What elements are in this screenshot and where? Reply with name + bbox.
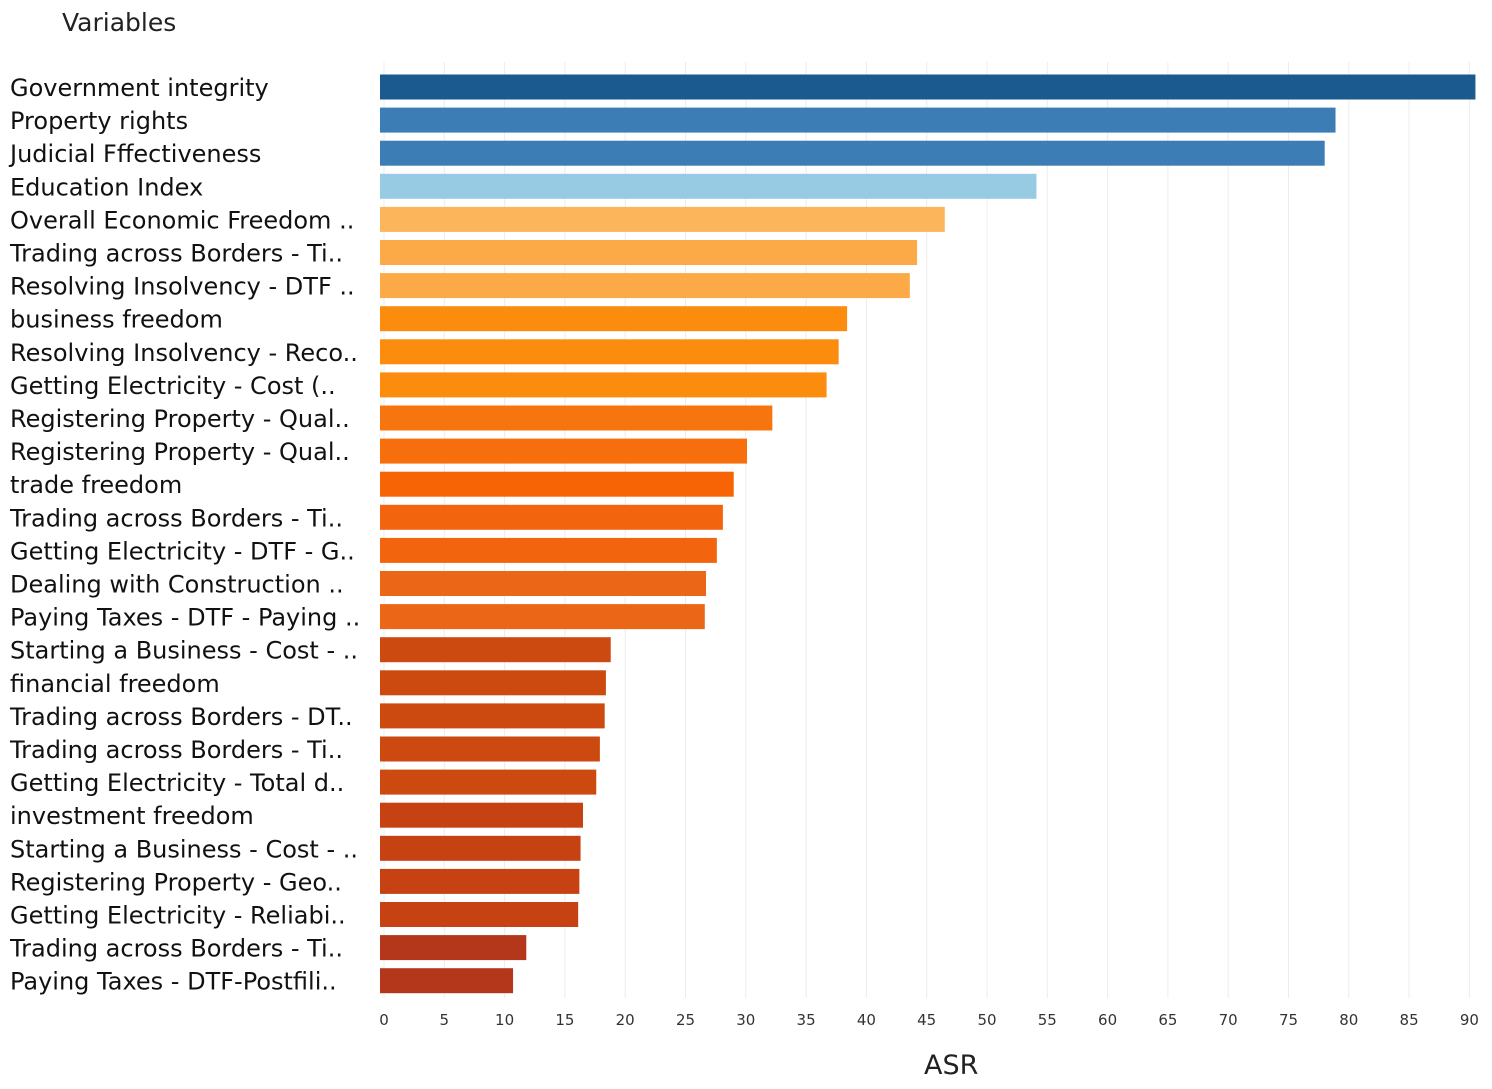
x-tick-label: 10 — [495, 1011, 514, 1029]
bar — [380, 74, 1476, 100]
category-label: Overall Economic Freedom .. — [10, 206, 354, 234]
bar — [380, 802, 583, 828]
bar — [380, 471, 734, 497]
category-label: Starting a Business - Cost - .. — [10, 835, 358, 863]
bar — [380, 902, 579, 927]
bar — [380, 604, 705, 630]
bar — [380, 504, 723, 530]
bar — [380, 637, 611, 663]
category-label: Resolving Insolvency - Reco.. — [10, 339, 358, 367]
category-label: Registering Property - Qual.. — [10, 438, 350, 466]
bar — [380, 769, 597, 795]
category-label: Paying Taxes - DTF-Postfili.. — [10, 968, 337, 996]
bar — [380, 240, 918, 265]
category-label: Getting Electricity - Total d.. — [10, 769, 344, 797]
x-tick-label: 15 — [555, 1011, 574, 1029]
bar — [380, 835, 581, 861]
bar — [380, 868, 580, 894]
x-tick-label: 55 — [1038, 1011, 1057, 1029]
bar — [380, 140, 1325, 166]
bar — [380, 405, 773, 431]
bar — [380, 968, 514, 994]
bar — [380, 703, 605, 729]
bars — [380, 74, 1476, 994]
x-tick-label: 60 — [1098, 1011, 1117, 1029]
category-label: trade freedom — [10, 471, 182, 499]
category-label: Getting Electricity - Reliabi.. — [10, 902, 346, 930]
x-tick-label: 40 — [857, 1011, 876, 1029]
category-label: Registering Property - Qual.. — [10, 405, 350, 433]
bar — [380, 206, 945, 232]
x-tick-label: 80 — [1339, 1011, 1358, 1029]
bar — [380, 571, 707, 596]
category-label: Trading across Borders - DT.. — [9, 703, 353, 731]
bar — [380, 438, 748, 464]
category-label: Resolving Insolvency - DTF .. — [10, 273, 355, 301]
x-tick-label: 20 — [616, 1011, 635, 1029]
bar — [380, 306, 848, 332]
x-tick-label: 70 — [1219, 1011, 1238, 1029]
category-label: financial freedom — [10, 670, 220, 698]
x-axis-ticks: 0 5 10 15 20 25 30 35 40 45 50 55 60 65 70 75 80 85 90 — [379, 1011, 1479, 1029]
x-tick-label: 65 — [1158, 1011, 1177, 1029]
category-labels: Government integrity Property rights Judic… — [8, 74, 360, 996]
bar — [380, 173, 1037, 199]
bar — [380, 736, 600, 762]
x-tick-label: 25 — [676, 1011, 695, 1029]
category-label: Trading across Borders - Ti.. — [9, 935, 343, 963]
x-tick-label: 50 — [977, 1011, 996, 1029]
category-label: Property rights — [10, 107, 188, 135]
category-label: Trading across Borders - Ti.. — [9, 736, 343, 764]
category-label: Trading across Borders - Ti.. — [9, 240, 343, 268]
category-label: Judicial Fffectiveness — [8, 140, 261, 168]
x-tick-label: 90 — [1460, 1011, 1479, 1029]
bar — [380, 107, 1336, 133]
bar — [380, 670, 606, 696]
category-label: Starting a Business - Cost - .. — [10, 637, 358, 665]
category-label: business freedom — [10, 306, 223, 334]
x-tick-label: 35 — [797, 1011, 816, 1029]
x-tick-label: 0 — [379, 1011, 389, 1029]
x-axis-title: ASR — [924, 1050, 979, 1081]
x-tick-label: 85 — [1400, 1011, 1419, 1029]
bar — [380, 935, 527, 961]
bar — [380, 273, 910, 299]
category-label: Getting Electricity - Cost (.. — [10, 372, 336, 400]
category-label: Paying Taxes - DTF - Paying .. — [10, 604, 360, 632]
x-tick-label: 75 — [1279, 1011, 1298, 1029]
bar — [380, 372, 827, 398]
x-tick-label: 5 — [440, 1011, 450, 1029]
x-tick-label: 45 — [917, 1011, 936, 1029]
category-label: Trading across Borders - Ti.. — [9, 504, 343, 532]
bar — [380, 537, 717, 563]
category-label: Education Index — [10, 173, 203, 201]
x-tick-label: 30 — [736, 1011, 755, 1029]
category-label: investment freedom — [10, 802, 254, 830]
category-label: Government integrity — [10, 74, 269, 102]
bar — [380, 339, 839, 365]
variables-header: Variables — [62, 8, 177, 37]
category-label: Registering Property - Geo.. — [10, 868, 342, 896]
category-label: Dealing with Construction .. — [10, 571, 344, 599]
category-label: Getting Electricity - DTF - G.. — [10, 537, 355, 565]
